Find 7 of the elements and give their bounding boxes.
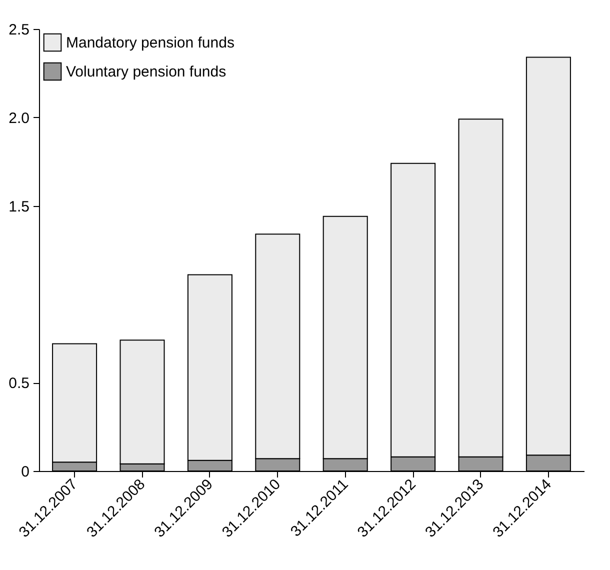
y-tick-label: 2.5 [8,22,30,38]
y-tick-label: 0.5 [8,375,30,392]
legend-label: Mandatory pension funds [66,34,234,52]
y-tick-label: 1.5 [8,198,30,216]
y-tick-label: 0 [21,464,30,480]
y-tick-label: 2.0 [8,110,30,127]
legend-label: Voluntary pension funds [66,64,226,80]
